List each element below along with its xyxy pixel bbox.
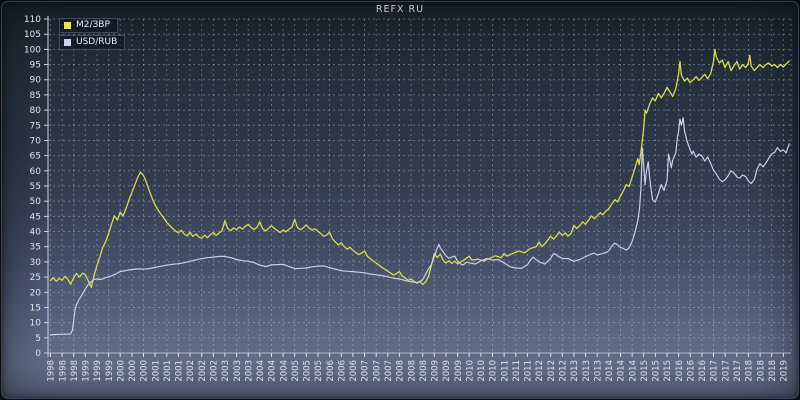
- y-tick-label: 110: [24, 15, 41, 25]
- x-tick-label: 2002: [198, 360, 208, 382]
- x-tick-label: 2018: [745, 360, 755, 382]
- x-tick-label: 2013: [570, 360, 580, 382]
- x-tick-label: 2017: [710, 360, 720, 382]
- x-tick-label: 2000: [140, 360, 150, 382]
- x-tick-label: 2015: [663, 360, 673, 382]
- legend-label-usd-rub: USD/RUB: [76, 37, 118, 47]
- x-tick-label: 2011: [524, 360, 534, 382]
- x-tick-label: 2012: [559, 360, 569, 382]
- y-tick-label: 35: [30, 243, 41, 253]
- y-tick-label: 90: [30, 76, 42, 86]
- x-tick-label: 2001: [163, 360, 173, 382]
- x-tick-label: 2014: [605, 360, 615, 382]
- x-tick-label: 2004: [279, 360, 289, 382]
- x-tick-label: 2013: [582, 360, 592, 382]
- x-tick-label: 2003: [244, 360, 254, 382]
- x-tick-label: 2006: [338, 360, 348, 382]
- y-tick-label: 70: [30, 137, 42, 147]
- x-tick-label: 2017: [733, 360, 743, 382]
- x-tick-label: 2010: [489, 360, 499, 382]
- x-tick-label: 2018: [768, 360, 778, 382]
- x-tick-label: 2003: [221, 360, 231, 382]
- x-tick-label: 2018: [756, 360, 766, 382]
- y-tick-label: 60: [30, 167, 42, 177]
- x-tick-label: 1999: [93, 360, 103, 382]
- x-tick-label: 2006: [349, 360, 359, 382]
- x-tick-label: 2014: [617, 360, 627, 382]
- y-tick-label: 25: [30, 273, 41, 283]
- x-tick-label: 1998: [47, 360, 57, 382]
- x-tick-label: 2001: [175, 360, 185, 382]
- x-tick-label: 2019: [780, 360, 790, 382]
- x-tick-label: 2005: [314, 360, 324, 382]
- x-tick-label: 2008: [396, 360, 406, 382]
- x-tick-label: 2013: [593, 360, 603, 382]
- x-tick-label: 2002: [210, 360, 220, 382]
- legend-swatch-usd-rub-icon: [64, 39, 71, 46]
- x-tick-label: 2000: [116, 360, 126, 382]
- x-tick-label: 2017: [721, 360, 731, 382]
- x-tick-label: 2007: [372, 360, 382, 382]
- y-tick-label: 100: [24, 45, 41, 55]
- x-tick-label: 2016: [675, 360, 685, 382]
- x-tick-label: 2007: [384, 360, 394, 382]
- x-tick-label: 2005: [291, 360, 301, 382]
- legend-swatch-m2-zvr-icon: [64, 22, 71, 29]
- y-tick-label: 85: [30, 91, 41, 101]
- x-tick-label: 2006: [326, 360, 336, 382]
- x-tick-label: 2002: [186, 360, 196, 382]
- x-tick-label: 2009: [454, 360, 464, 382]
- x-tick-label: 1998: [70, 360, 80, 382]
- x-tick-label: 2005: [303, 360, 313, 382]
- x-tick-label: 1999: [105, 360, 115, 382]
- y-tick-label: 55: [30, 182, 41, 192]
- y-tick-label: 45: [30, 212, 41, 222]
- x-tick-label: 2010: [477, 360, 487, 382]
- y-tick-label: 5: [35, 334, 41, 344]
- y-tick-label: 10: [30, 319, 42, 329]
- y-tick-label: 50: [30, 197, 42, 207]
- y-tick-label: 105: [24, 30, 41, 40]
- x-tick-label: 2007: [361, 360, 371, 382]
- x-tick-label: 2011: [500, 360, 510, 382]
- y-tick-label: 30: [30, 258, 42, 268]
- x-tick-label: 2016: [698, 360, 708, 382]
- legend-item-m2-zvr[interactable]: M2/ЗВР: [59, 18, 118, 33]
- x-tick-label: 2004: [256, 360, 266, 382]
- y-tick-label: 65: [30, 152, 41, 162]
- series-line-m2-zvr: [49, 48, 790, 289]
- y-tick-label: 0: [35, 349, 41, 359]
- x-tick-label: 2010: [465, 360, 475, 382]
- x-tick-label: 2015: [640, 360, 650, 382]
- x-tick-label: 2011: [512, 360, 522, 382]
- y-tick-label: 20: [30, 288, 42, 298]
- x-tick-label: 2015: [652, 360, 662, 382]
- x-tick-label: 2012: [535, 360, 545, 382]
- legend: M2/ЗВР USD/RUB: [59, 18, 126, 50]
- y-tick-label: 80: [30, 106, 42, 116]
- x-tick-label: 2001: [151, 360, 161, 382]
- y-tick-label: 40: [30, 228, 42, 238]
- y-tick-label: 75: [30, 121, 41, 131]
- x-tick-label: 2012: [547, 360, 557, 382]
- x-tick-label: 2003: [233, 360, 243, 382]
- chart-title: REFX RU: [375, 4, 425, 15]
- x-tick-label: 2000: [128, 360, 138, 382]
- y-tick-label: 15: [30, 304, 41, 314]
- legend-item-usd-rub[interactable]: USD/RUB: [59, 35, 126, 50]
- x-tick-label: 1999: [82, 360, 92, 382]
- series-line-usd-rub: [49, 117, 790, 336]
- x-tick-label: 2008: [419, 360, 429, 382]
- legend-label-m2-zvr: M2/ЗВР: [76, 20, 110, 30]
- x-tick-label: 2014: [628, 360, 638, 382]
- y-tick-label: 95: [30, 61, 41, 71]
- x-tick-label: 1998: [58, 360, 68, 382]
- x-tick-label: 2016: [687, 360, 697, 382]
- x-tick-label: 2009: [442, 360, 452, 382]
- x-tick-label: 2008: [407, 360, 417, 382]
- x-tick-label: 2004: [268, 360, 278, 382]
- x-tick-label: 2009: [431, 360, 441, 382]
